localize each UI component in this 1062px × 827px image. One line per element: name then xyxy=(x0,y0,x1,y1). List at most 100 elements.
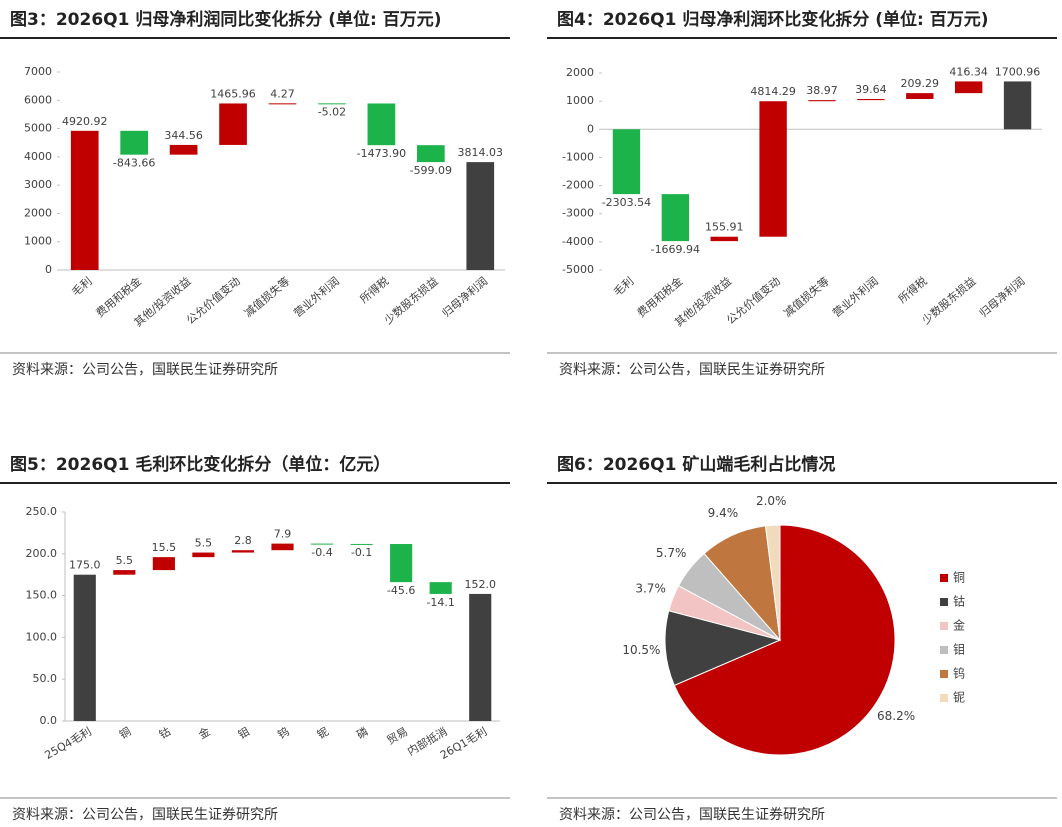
value-label: 5.7% xyxy=(656,546,687,560)
legend-swatch xyxy=(940,670,948,678)
bar xyxy=(192,552,215,558)
y-tick-label: -4000 xyxy=(562,235,594,248)
x-tick-label: 公允价值变动 xyxy=(183,274,243,327)
value-label: 344.56 xyxy=(164,129,203,142)
bar xyxy=(759,101,787,237)
value-label: 10.5% xyxy=(622,643,660,657)
value-label: 416.34 xyxy=(949,65,988,78)
bar xyxy=(120,130,149,155)
legend-label: 铌 xyxy=(953,691,965,705)
x-tick-label: 钨 xyxy=(275,725,291,742)
value-label: -5.02 xyxy=(318,105,346,118)
value-label: -2303.54 xyxy=(602,196,651,209)
y-tick-label: 7000 xyxy=(24,65,52,78)
y-tick-label: 6000 xyxy=(24,93,52,106)
bar xyxy=(169,144,198,155)
bar xyxy=(350,543,373,545)
y-tick-label: -3000 xyxy=(562,207,594,220)
x-tick-label: 铌 xyxy=(315,724,332,742)
y-tick-label: 5000 xyxy=(24,122,52,135)
y-tick-label: 150.0 xyxy=(26,589,58,602)
x-tick-label: 归母净利润 xyxy=(976,274,1027,320)
value-label: -843.66 xyxy=(113,157,155,170)
bar xyxy=(268,103,297,105)
source: 资料来源：公司公告，国联民生证券研究所 xyxy=(559,362,825,378)
bar xyxy=(612,129,641,195)
bar xyxy=(466,162,495,270)
y-tick-label: 1000 xyxy=(24,235,52,248)
value-label: 9.4% xyxy=(708,506,739,520)
legend-swatch xyxy=(940,622,948,630)
x-tick-label: 营业外利润 xyxy=(291,274,342,320)
x-tick-label: 贸易 xyxy=(385,725,411,747)
value-label: 4814.29 xyxy=(750,85,796,98)
x-tick-label: 所得税 xyxy=(895,274,929,306)
y-tick-label: 0 xyxy=(45,263,52,276)
bar xyxy=(954,81,983,94)
value-label: 1465.96 xyxy=(210,87,256,100)
y-tick-label: 250.0 xyxy=(26,505,58,518)
bar xyxy=(906,93,934,100)
bar xyxy=(70,130,99,270)
legend-label: 钴 xyxy=(953,594,965,609)
value-label: -14.1 xyxy=(426,596,454,609)
y-tick-label: 0.0 xyxy=(40,714,58,727)
bar xyxy=(113,570,136,575)
value-label: 152.0 xyxy=(464,578,496,591)
value-label: 2.0% xyxy=(756,494,787,508)
x-tick-label: 25Q4毛利 xyxy=(43,725,94,762)
y-tick-label: 100.0 xyxy=(26,630,58,643)
value-label: -1473.90 xyxy=(357,147,406,160)
y-tick-label: 2000 xyxy=(566,66,594,79)
y-tick-label: -2000 xyxy=(562,179,594,192)
y-tick-label: 1000 xyxy=(566,94,594,107)
bar xyxy=(429,582,452,594)
x-tick-label: 公允价值变动 xyxy=(723,274,783,327)
value-label: 39.64 xyxy=(855,83,887,96)
x-tick-label: 所得税 xyxy=(357,274,391,306)
value-label: -0.1 xyxy=(351,546,372,559)
y-tick-label: 0 xyxy=(587,122,594,135)
value-label: -599.09 xyxy=(410,164,452,177)
value-label: 68.2% xyxy=(877,709,915,723)
bar xyxy=(271,543,294,551)
value-label: 4.27 xyxy=(270,87,295,100)
x-tick-label: 少数股东损益 xyxy=(919,274,979,327)
bar xyxy=(469,593,492,721)
chart-title: 图4：2026Q1 归母净利润环比变化拆分 (单位: 百万元) xyxy=(557,9,989,30)
legend-label: 钼 xyxy=(953,643,965,657)
bar xyxy=(661,194,690,242)
x-tick-label: 减值损失等 xyxy=(241,274,292,320)
y-tick-label: 4000 xyxy=(24,150,52,163)
source: 资料来源：公司公告，国联民生证券研究所 xyxy=(12,362,278,378)
bar xyxy=(318,103,346,105)
y-tick-label: 3000 xyxy=(24,178,52,191)
pie-slice xyxy=(673,524,896,756)
bar xyxy=(152,557,175,571)
x-tick-label: 毛利 xyxy=(69,275,94,299)
bar xyxy=(73,574,96,721)
bar xyxy=(808,100,836,102)
value-label: 155.91 xyxy=(705,221,744,234)
legend-swatch xyxy=(940,646,948,654)
source: 资料来源：公司公告，国联民生证券研究所 xyxy=(559,807,825,823)
bar xyxy=(367,103,396,146)
value-label: 3814.03 xyxy=(458,146,504,159)
bar xyxy=(231,550,255,553)
value-label: 15.5 xyxy=(152,541,177,554)
legend-swatch xyxy=(940,694,948,702)
pie-slice xyxy=(664,610,782,687)
legend-label: 金 xyxy=(953,618,965,633)
bar xyxy=(857,99,885,101)
bar xyxy=(710,236,738,242)
x-tick-label: 归母净利润 xyxy=(439,274,490,320)
bar xyxy=(416,145,445,163)
y-tick-label: -5000 xyxy=(562,263,594,276)
value-label: 2.8 xyxy=(234,534,252,547)
x-tick-label: 钴 xyxy=(156,724,173,742)
x-tick-label: 费用和税金 xyxy=(93,274,144,320)
x-tick-label: 钼 xyxy=(235,724,252,742)
y-tick-label: -1000 xyxy=(562,150,594,163)
x-tick-label: 营业外利润 xyxy=(830,274,881,320)
